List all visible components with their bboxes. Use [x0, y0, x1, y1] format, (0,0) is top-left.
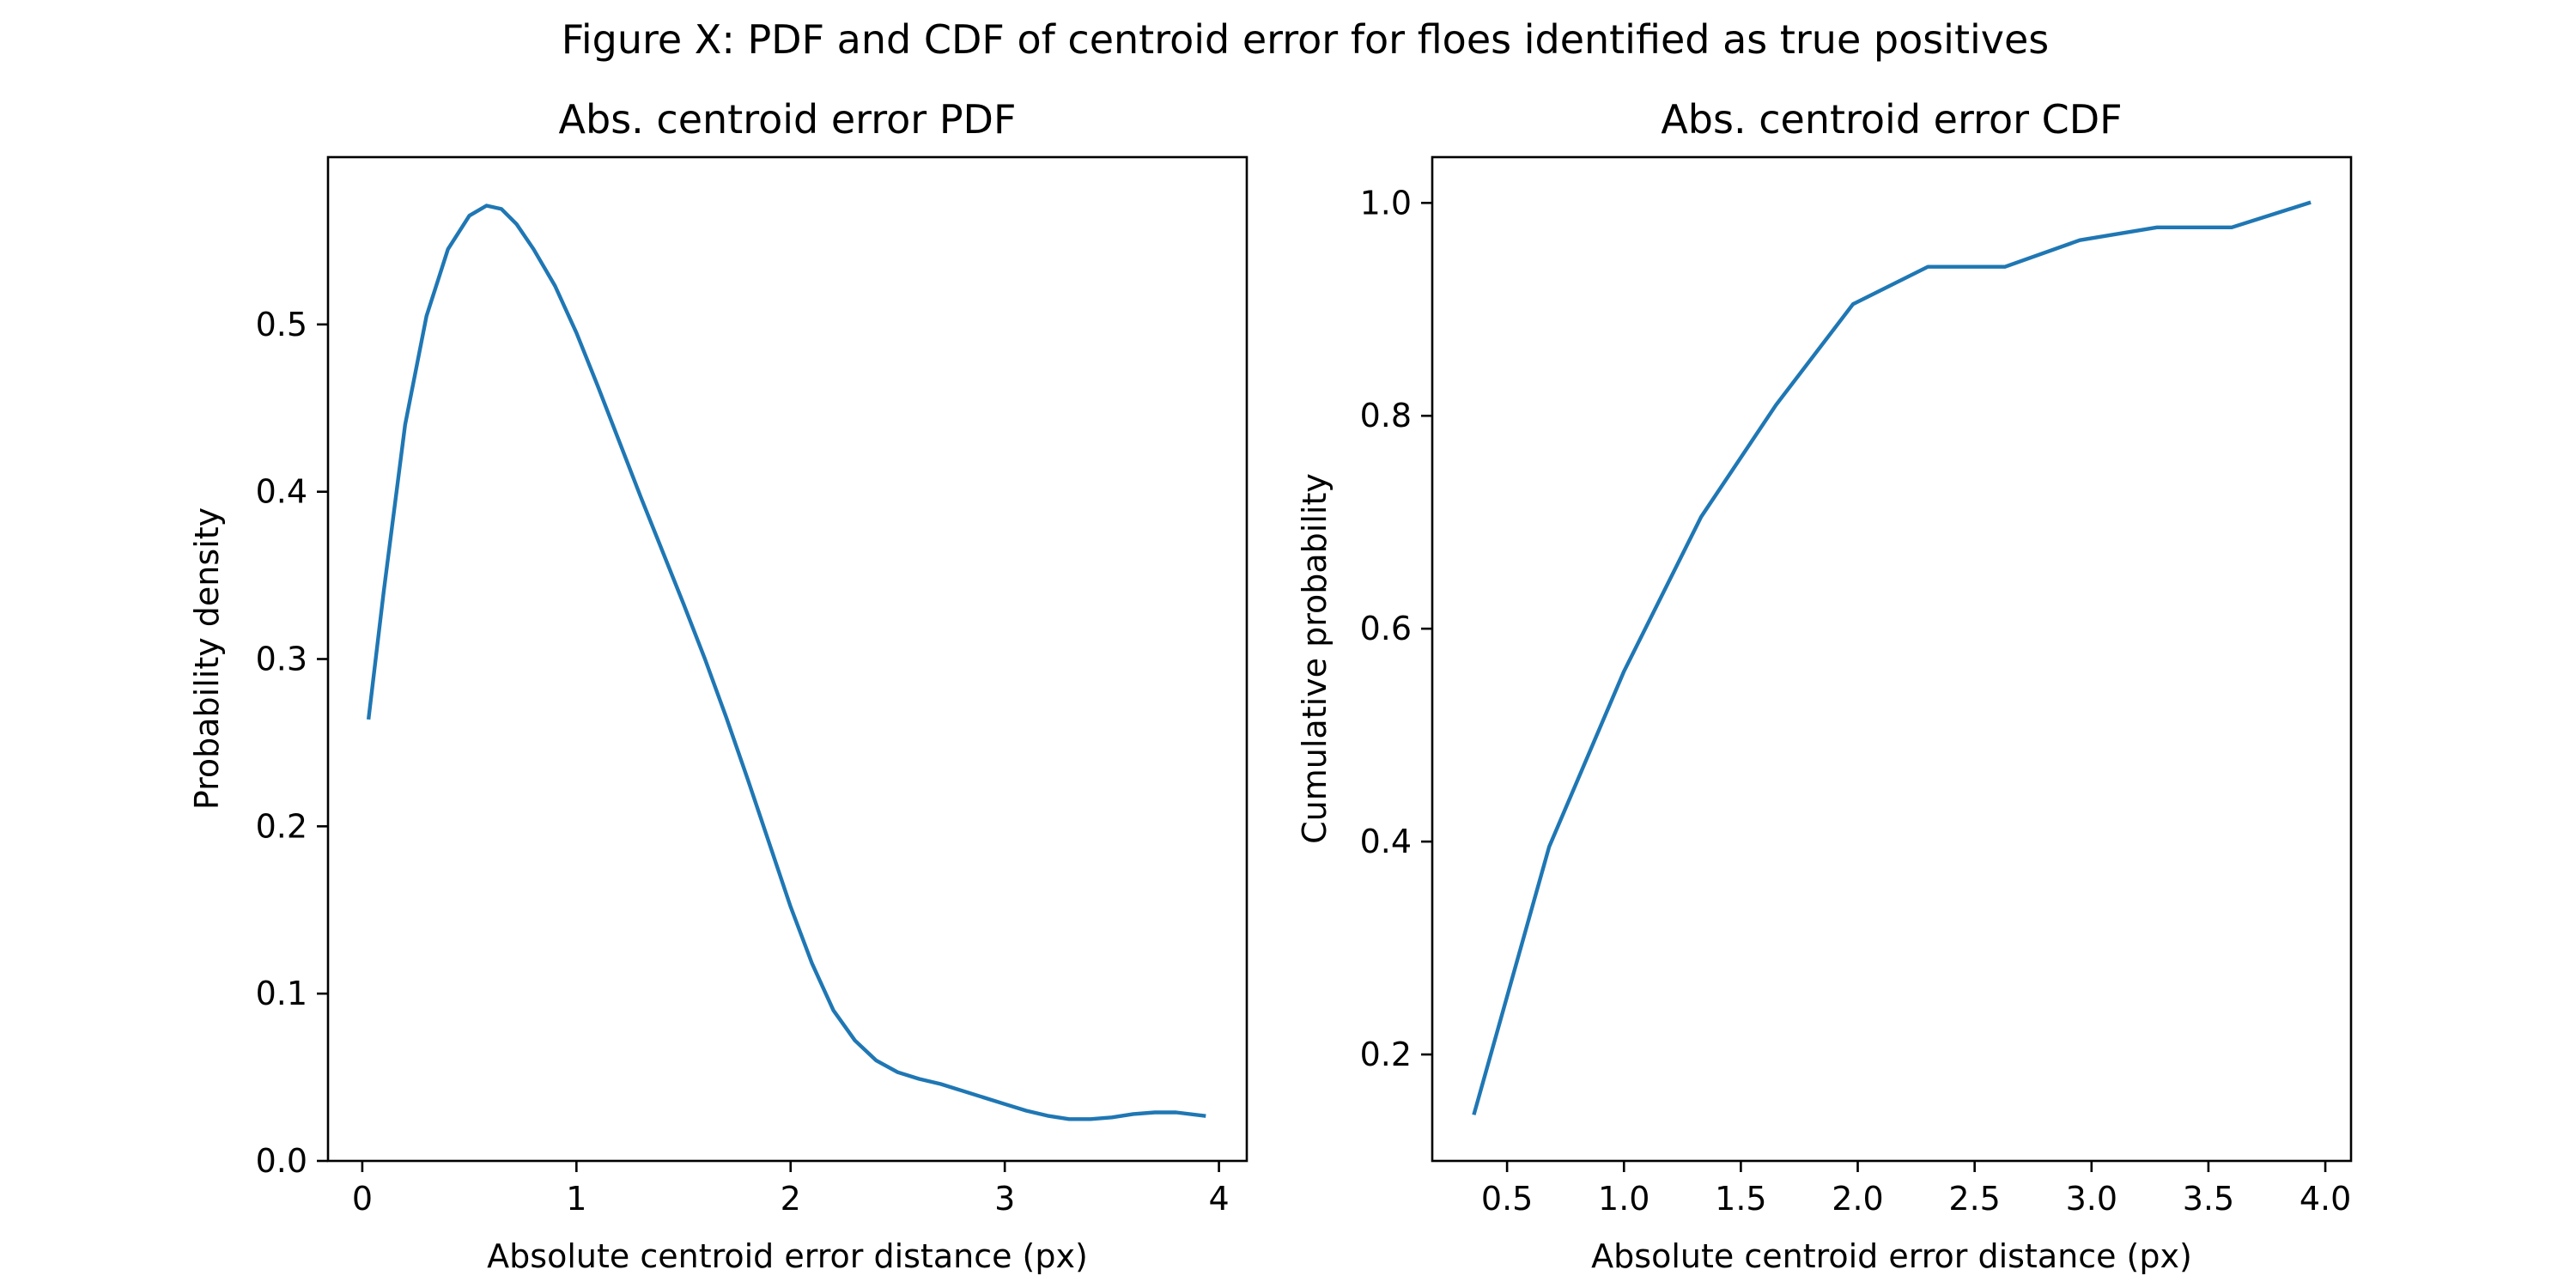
cdf-y-tick-label: 0.6 — [1360, 610, 1412, 647]
cdf-axis-ticks: 0.5 1.0 1.5 2.0 2.5 3.0 3.5 4.0 0.2 0.4 0.6 0.8 1.0 — [1360, 184, 2352, 1218]
figure-title: Figure X: PDF and CDF of centroid error … — [562, 16, 2050, 63]
pdf-x-tick-label: 3 — [994, 1180, 1015, 1218]
cdf-series-line — [1472, 200, 2312, 1115]
cdf-x-tick-label: 2.5 — [1948, 1180, 2000, 1218]
pdf-x-tick-label: 2 — [781, 1180, 801, 1218]
cdf-y-tick-label: 0.4 — [1360, 823, 1412, 860]
cdf-x-tick-label: 1.0 — [1598, 1180, 1649, 1218]
cdf-x-tick-label: 3.0 — [2066, 1180, 2117, 1218]
pdf-panel-title: Abs. centroid error PDF — [559, 96, 1017, 143]
cdf-x-tick-label: 2.0 — [1832, 1180, 1883, 1218]
pdf-axis-ticks: 0 1 2 3 4 0.0 0.1 0.2 0.3 0.4 0.5 — [256, 306, 1230, 1218]
pdf-y-tick-label: 0.5 — [256, 306, 307, 343]
pdf-x-tick-label: 0 — [352, 1180, 373, 1218]
pdf-plot-frame — [326, 155, 1249, 1163]
pdf-x-axis-label: Absolute centroid error distance (px) — [487, 1237, 1088, 1275]
cdf-y-tick-label: 1.0 — [1360, 184, 1412, 222]
cdf-x-tick-label: 0.5 — [1481, 1180, 1533, 1218]
cdf-y-tick-label: 0.2 — [1360, 1036, 1412, 1073]
cdf-y-tick-label: 0.8 — [1360, 397, 1412, 434]
pdf-y-tick-label: 0.0 — [256, 1142, 307, 1180]
cdf-panel-title: Abs. centroid error CDF — [1661, 96, 2122, 143]
cdf-x-tick-label: 3.5 — [2183, 1180, 2234, 1218]
cdf-x-tick-label: 1.5 — [1715, 1180, 1766, 1218]
pdf-y-tick-label: 0.3 — [256, 641, 307, 678]
pdf-x-tick-label: 4 — [1208, 1180, 1229, 1218]
cdf-x-tick-label: 4.0 — [2300, 1180, 2351, 1218]
pdf-x-tick-label: 1 — [566, 1180, 586, 1218]
pdf-y-axis-label: Probability density — [188, 507, 226, 810]
pdf-series-line — [366, 204, 1206, 1121]
cdf-x-axis-label: Absolute centroid error distance (px) — [1591, 1237, 2192, 1275]
pdf-panel: Abs. centroid error PDF 0 1 2 3 4 0.0 0.1 0.2 0.… — [188, 96, 1249, 1275]
cdf-panel: Abs. centroid error CDF 0.5 1.0 1.5 2.0 2.5 3… — [1296, 96, 2353, 1275]
pdf-y-tick-label: 0.2 — [256, 807, 307, 845]
pdf-y-tick-label: 0.4 — [256, 473, 307, 511]
pdf-y-tick-label: 0.1 — [256, 975, 307, 1012]
cdf-plot-frame — [1431, 155, 2353, 1163]
cdf-y-axis-label: Cumulative probability — [1296, 473, 1334, 844]
